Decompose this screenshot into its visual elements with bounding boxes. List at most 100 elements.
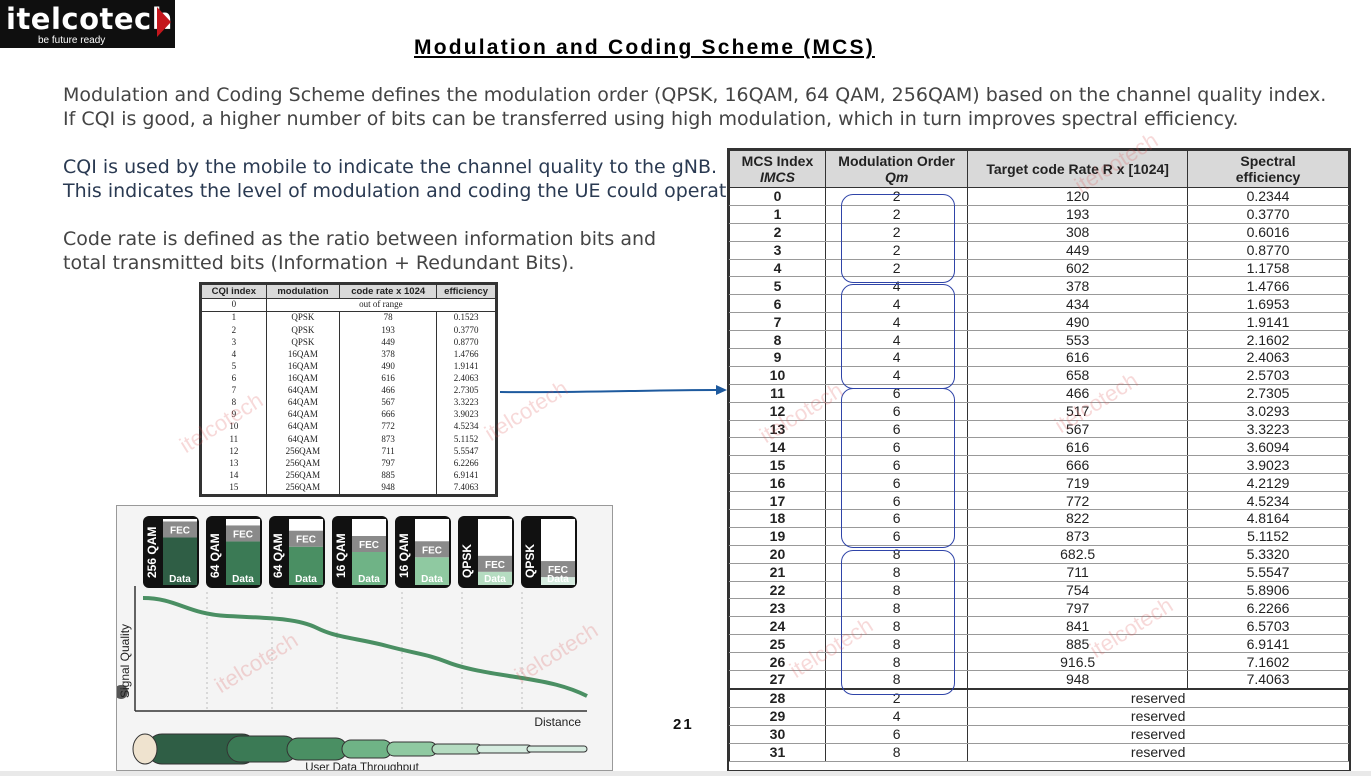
mcs-cell: 616 bbox=[967, 348, 1189, 367]
cqi-cell: 256QAM bbox=[265, 469, 341, 482]
table-row: 11 6 466 2.7305 bbox=[729, 384, 1349, 403]
throughput-illustration: FEC Data 256 QAM FEC Data 64 QAM FEC Data 64 QAM… bbox=[116, 505, 613, 771]
mcs-cell: 0.6016 bbox=[1187, 223, 1349, 242]
mcs-header-index-sub: IMCS bbox=[759, 169, 795, 185]
table-row: 16 6 719 4.2129 bbox=[729, 473, 1349, 493]
cqi-cell: 4.5234 bbox=[436, 421, 496, 434]
mcs-reserved-cell: reserved bbox=[967, 707, 1349, 726]
modulation-label: 64 QAM bbox=[271, 533, 285, 578]
mcs-cell: 885 bbox=[967, 634, 1189, 654]
cqi-cell: 3 bbox=[201, 336, 267, 349]
table-row: 0 out of range bbox=[201, 298, 497, 313]
mcs-cell: 4 bbox=[729, 259, 826, 278]
mcs-cell: 8 bbox=[824, 598, 969, 618]
mcs-cell: 4.8164 bbox=[1187, 509, 1349, 528]
64qam-group-outline bbox=[841, 388, 955, 548]
mcs-reserved-cell: reserved bbox=[967, 743, 1349, 762]
mcs-cell: 841 bbox=[967, 616, 1189, 636]
mcs-cell: 0.2344 bbox=[1187, 187, 1349, 206]
cqi-cell: 3.3223 bbox=[436, 396, 496, 410]
mcs-cell: 6 bbox=[824, 491, 969, 511]
data-label: Data bbox=[169, 574, 191, 585]
mcs-cell: 658 bbox=[967, 366, 1189, 385]
modulation-card: FEC Data 16 QAM bbox=[395, 516, 451, 588]
cqi-cell: 616 bbox=[339, 372, 438, 385]
mcs-cell: 4 bbox=[824, 276, 969, 296]
data-label: Data bbox=[358, 574, 380, 585]
paragraph-mcs-line2: If CQI is good, a higher number of bits … bbox=[63, 108, 1239, 130]
table-row: 7 64QAM 466 2.7305 bbox=[201, 384, 496, 397]
table-row: 13 256QAM 797 6.2266 bbox=[201, 457, 496, 470]
mcs-cell: 711 bbox=[967, 563, 1189, 582]
data-fill bbox=[163, 537, 197, 585]
table-row: 14 256QAM 885 6.9141 bbox=[201, 469, 496, 482]
cqi-cell: 8 bbox=[201, 396, 267, 410]
mcs-cell: 6.2266 bbox=[1187, 598, 1349, 618]
cable-segment bbox=[476, 744, 533, 754]
mcs-cell: 4.5234 bbox=[1187, 491, 1349, 511]
256qam-group-outline bbox=[841, 550, 955, 695]
cqi-cell: 64QAM bbox=[265, 396, 341, 410]
cqi-cell: 1.9141 bbox=[436, 360, 496, 373]
cable-segment bbox=[286, 737, 348, 761]
fec-fill bbox=[541, 561, 575, 578]
mcs-cell: 797 bbox=[967, 598, 1189, 618]
cqi-cell: 10 bbox=[201, 421, 267, 434]
table-row: 26 8 916.5 7.1602 bbox=[729, 652, 1349, 672]
modulation-label: 64 QAM bbox=[208, 533, 222, 578]
table-row: 11 64QAM 873 5.1152 bbox=[201, 433, 496, 446]
fec-label: FEC bbox=[485, 560, 505, 571]
mcs-cell: 7.4063 bbox=[1187, 670, 1349, 690]
table-row: 7 4 490 1.9141 bbox=[729, 312, 1349, 332]
mcs-cell: 3.0293 bbox=[1187, 402, 1349, 421]
modulation-card: FEC Data QPSK bbox=[458, 516, 514, 588]
table-row: 6 4 434 1.6953 bbox=[729, 294, 1349, 314]
mcs-cell: 916.5 bbox=[967, 652, 1189, 672]
cqi-cell: 64QAM bbox=[265, 409, 341, 422]
modulation-card: FEC Data 256 QAM bbox=[143, 516, 199, 588]
fec-fill bbox=[352, 536, 386, 552]
table-row: 1 2 193 0.3770 bbox=[729, 205, 1349, 224]
cqi-cell: 14 bbox=[201, 469, 267, 482]
cqi-cell: 9 bbox=[201, 409, 267, 422]
y-axis-label: Signal Quality bbox=[118, 624, 132, 698]
mcs-cell: 5.8906 bbox=[1187, 581, 1349, 600]
mcs-cell: 28 bbox=[729, 688, 826, 708]
data-fill bbox=[541, 577, 575, 585]
cqi-header-code-rate: code rate x 1024 bbox=[339, 284, 438, 299]
logo-tagline: be future ready bbox=[38, 35, 106, 46]
mcs-cell: 490 bbox=[967, 312, 1189, 332]
table-row: 10 64QAM 772 4.5234 bbox=[201, 421, 496, 434]
cqi-cell: 16QAM bbox=[265, 360, 341, 373]
data-label: Data bbox=[484, 574, 506, 585]
fec-fill bbox=[163, 521, 197, 538]
cable-segment bbox=[431, 743, 483, 755]
table-row: 14 6 616 3.6094 bbox=[729, 437, 1349, 457]
mcs-cell: 4 bbox=[824, 707, 969, 726]
mcs-header-eff-line1: Spectral bbox=[1240, 153, 1296, 169]
paragraph-mcs-line1: Modulation and Coding Scheme defines the… bbox=[63, 84, 1327, 106]
mcs-cell: 6 bbox=[824, 402, 969, 421]
modulation-label: 256 QAM bbox=[145, 527, 159, 578]
cqi-cell: QPSK bbox=[265, 336, 341, 349]
paragraph-coderate-line1: Code rate is defined as the ratio betwee… bbox=[63, 228, 657, 250]
cqi-cell: 15 bbox=[201, 481, 267, 495]
mcs-cell: 2 bbox=[824, 187, 969, 206]
mcs-cell: 4 bbox=[824, 348, 969, 367]
mcs-cell: 8 bbox=[824, 581, 969, 600]
table-row: 9 64QAM 666 3.9023 bbox=[201, 409, 496, 422]
cable-segment bbox=[386, 741, 438, 757]
table-row: 20 8 682.5 5.3320 bbox=[729, 545, 1349, 564]
cqi-cell: 5.1152 bbox=[436, 433, 496, 446]
data-label: Data bbox=[421, 574, 443, 585]
cqi-cell: 5.5547 bbox=[436, 445, 496, 458]
table-row: 17 6 772 4.5234 bbox=[729, 491, 1349, 511]
table-row: 18 6 822 4.8164 bbox=[729, 509, 1349, 528]
mcs-cell: 4 bbox=[824, 366, 969, 385]
table-row: 29 4 reserved bbox=[729, 707, 1349, 726]
mcs-cell: 1.6953 bbox=[1187, 294, 1349, 314]
cqi-cell: 711 bbox=[339, 445, 438, 458]
cqi-cell: 0.1523 bbox=[436, 311, 496, 325]
mcs-header-order-sub: Qm bbox=[884, 169, 909, 185]
mcs-cell: 120 bbox=[967, 187, 1189, 206]
